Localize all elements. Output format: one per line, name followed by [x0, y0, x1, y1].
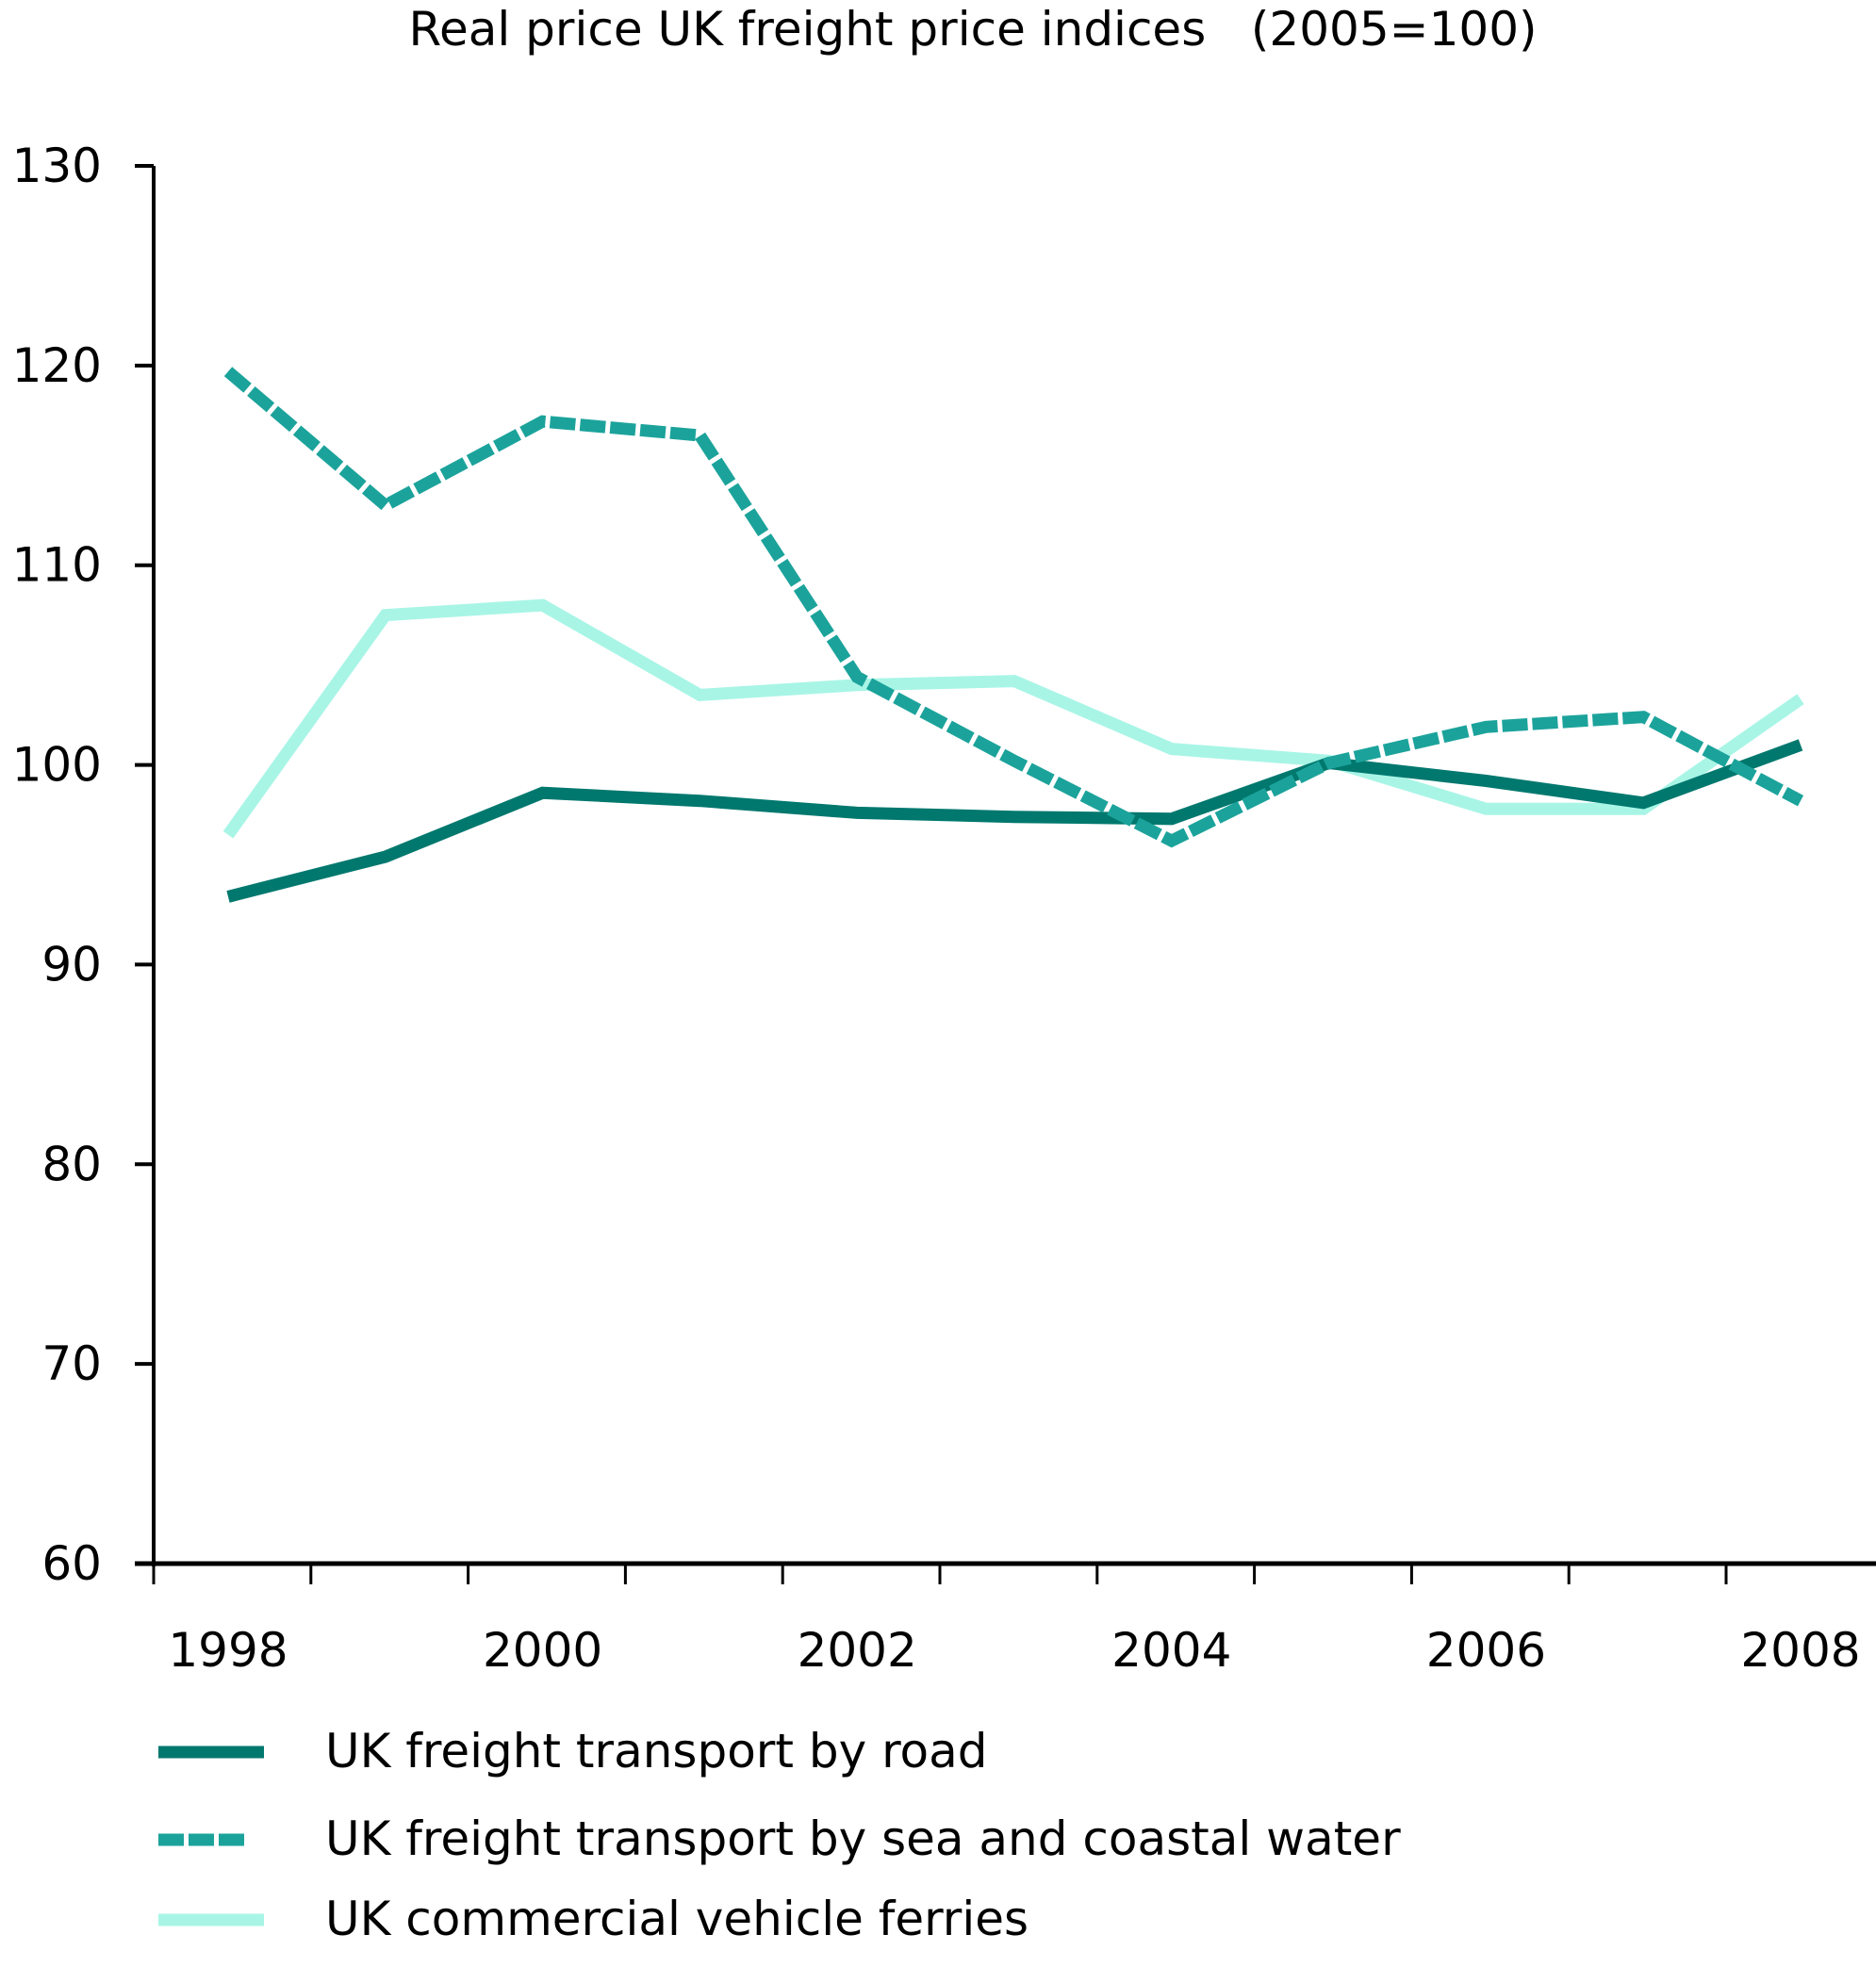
x-axis-ticks: 1998 2000 2002 2004 2006 2008	[152, 1564, 1861, 1678]
y-tick-label: 60	[41, 1536, 102, 1591]
x-tick-label: 2006	[1426, 1623, 1546, 1678]
series-layer	[222, 367, 1804, 903]
y-tick-label: 110	[12, 538, 102, 593]
x-tick-label: 2002	[798, 1623, 917, 1678]
x-tick-label: 2008	[1740, 1623, 1860, 1678]
y-tick-label: 130	[12, 139, 102, 193]
legend-label-1: UK freight transport by road	[325, 1724, 988, 1778]
y-tick-label: 100	[12, 738, 102, 793]
legend-label-2: UK freight transport by sea and coastal …	[325, 1811, 1401, 1866]
y-tick-label: 70	[41, 1336, 102, 1391]
legend: UK freight transport by road UK freight t…	[158, 1724, 1401, 1946]
y-tick-label: 90	[41, 937, 102, 992]
x-tick-label: 2004	[1111, 1623, 1231, 1678]
legend-label-3: UK commercial vehicle ferries	[325, 1892, 1029, 1946]
axes	[135, 166, 1876, 1566]
y-axis-ticks: 60 70 80 90 100 110 120 130	[12, 139, 154, 1591]
x-tick-label: 1998	[168, 1623, 288, 1678]
y-tick-label: 120	[12, 338, 102, 393]
x-tick-label: 2000	[483, 1623, 602, 1678]
chart-title: Real price UK freight price indices (200…	[408, 2, 1537, 57]
y-tick-label: 80	[41, 1137, 102, 1191]
